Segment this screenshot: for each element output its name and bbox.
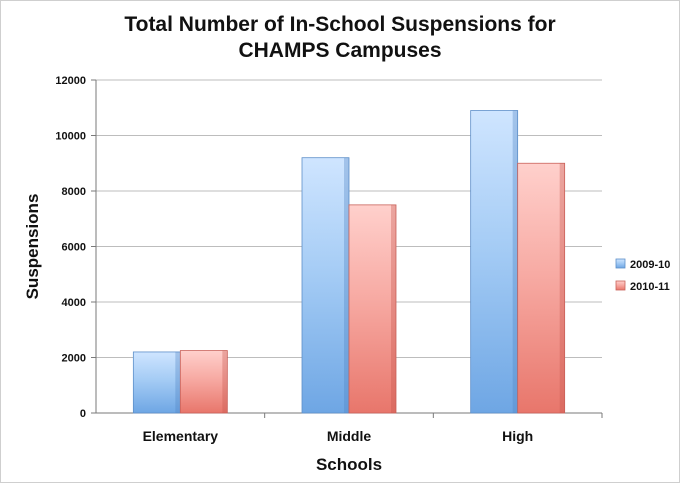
bar-shade	[222, 350, 228, 413]
bar-shade	[344, 157, 349, 413]
y-tick-label: 12000	[55, 75, 86, 87]
bar-2009-10-middle	[301, 157, 350, 414]
legend: 2009-10 2010-11	[615, 258, 670, 293]
bars	[132, 110, 566, 414]
bar-2010-11-middle	[348, 204, 397, 414]
y-tick-label: 2000	[62, 353, 86, 365]
y-tick-label: 10000	[55, 131, 86, 143]
chart-title-line-2: CHAMPS Campuses	[238, 39, 442, 62]
x-category-label: Middle	[327, 428, 372, 444]
y-axis-title: Suspensions	[23, 194, 42, 300]
bar-2009-10-elementary	[132, 351, 181, 414]
x-axis-title: Schools	[316, 455, 382, 474]
y-tick-label: 6000	[62, 242, 86, 254]
chart-title-line-1: Total Number of In-School Suspensions fo…	[124, 13, 556, 36]
bar-2010-11-high	[517, 162, 566, 414]
y-tick-label: 8000	[62, 186, 86, 198]
y-tick-label: 0	[80, 408, 86, 420]
bar-2009-10-high	[470, 110, 519, 414]
x-category-label: High	[502, 428, 533, 444]
chart-title: Total Number of In-School Suspensions fo…	[0, 12, 680, 64]
bar-shade	[175, 351, 181, 413]
labels: 0 2000 4000 6000 8000 10000 12000 Elementary Mid…	[23, 75, 533, 474]
legend-label-2009-10: 2009-10	[630, 259, 670, 271]
legend-label-2010-11: 2010-11	[630, 281, 670, 293]
bar-2010-11-elementary	[179, 350, 228, 414]
legend-swatch-2010-11	[615, 280, 626, 291]
x-category-label: Elementary	[143, 428, 219, 444]
legend-swatch-2009-10	[615, 258, 626, 269]
bar-shade	[559, 163, 565, 413]
y-tick-label: 4000	[62, 297, 86, 309]
bar-shade	[512, 110, 518, 414]
bar-shade	[391, 204, 396, 413]
